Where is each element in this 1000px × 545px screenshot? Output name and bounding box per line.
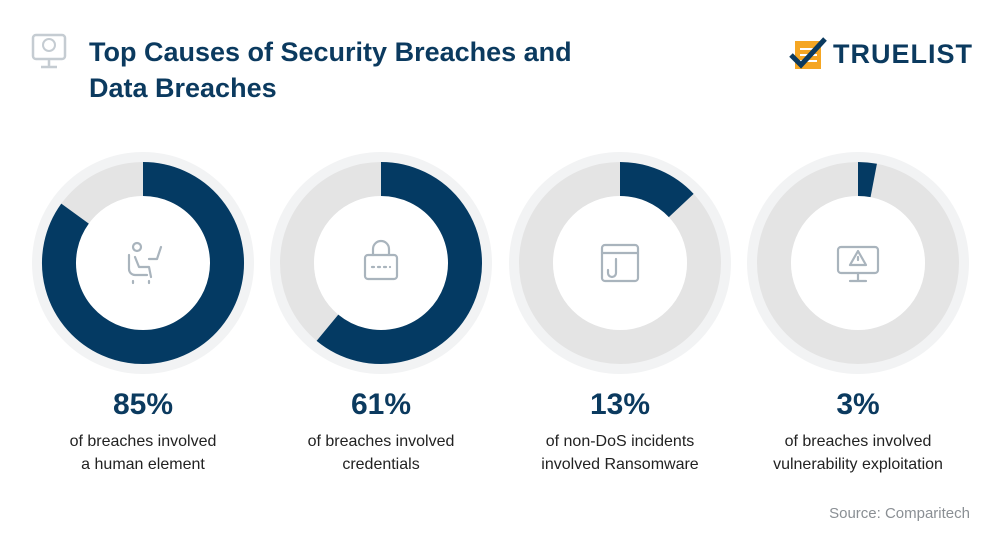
checklist-logo-icon <box>789 37 827 69</box>
percent-label: 61% <box>350 388 412 421</box>
description-line: vulnerability exploitation <box>773 456 943 473</box>
description: of breaches involved vulnerability exploi… <box>738 430 978 476</box>
description-line: of non-DoS incidents <box>545 433 695 450</box>
lock-icon <box>363 239 399 281</box>
description-line: of breaches involved <box>307 433 455 450</box>
donut-value-arc <box>857 162 877 198</box>
description-line: a human element <box>81 456 205 473</box>
title-line-2: Data Breaches <box>89 73 277 103</box>
donut-value-arc <box>619 162 694 218</box>
title-line-1: Top Causes of Security Breaches and <box>89 37 572 67</box>
source-note: Source: Comparitech <box>829 505 970 522</box>
donut-hole <box>791 196 925 330</box>
donut-value-arc <box>42 162 244 364</box>
description-line: involved Ransomware <box>541 456 699 473</box>
percent-label: 85% <box>112 388 174 421</box>
donut-value-arc <box>316 162 482 364</box>
logo-text: TRUELIST <box>833 38 973 69</box>
page-title: Top Causes of Security Breaches and Data … <box>89 34 572 106</box>
monitor-warning-icon <box>836 245 880 283</box>
donut-4 <box>747 152 969 374</box>
donut-hole <box>314 196 448 330</box>
description-line: credentials <box>342 456 420 473</box>
donut-2 <box>270 152 492 374</box>
donut-hole <box>76 196 210 330</box>
description: of breaches involved a human element <box>23 430 263 476</box>
donut-3 <box>509 152 731 374</box>
description: of non-DoS incidents involved Ransomware <box>500 430 740 476</box>
percent-label: 3% <box>836 388 880 421</box>
donut-1 <box>32 152 254 374</box>
description-line: of breaches involved <box>784 433 932 450</box>
description-line: of breaches involved <box>69 433 217 450</box>
person-at-computer-icon <box>127 241 163 285</box>
percent-label: 13% <box>589 388 651 421</box>
truelist-logo: TRUELIST <box>789 37 973 71</box>
donut-hole <box>553 196 687 330</box>
skull-monitor-icon <box>31 33 67 69</box>
description: of breaches involved credentials <box>261 430 501 476</box>
browser-hook-icon <box>600 243 640 283</box>
